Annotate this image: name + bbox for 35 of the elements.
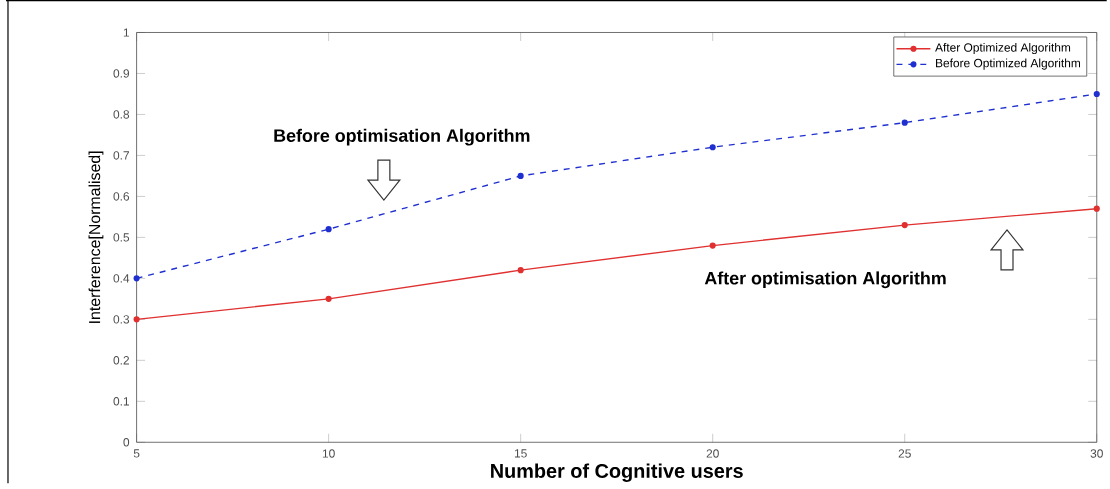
point (1093, 205, 1100, 212)
y-tick-label: 0.5 (113, 233, 130, 242)
y-tick-label: 0.2 (113, 356, 129, 365)
x-tick-label: 15 (514, 449, 527, 458)
legend-label: Before Optimized Algorithm (936, 58, 1081, 70)
point (517, 173, 524, 180)
point (133, 316, 140, 323)
y-tick-label: 0.6 (113, 192, 130, 201)
annotation: After optimisation Algorithm (704, 271, 946, 289)
point (325, 226, 332, 233)
x-tick-label: 30 (1090, 449, 1103, 458)
legend-label: After Optimized Algorithm (935, 43, 1071, 55)
point (901, 119, 908, 126)
y-tick-label: 0 (123, 438, 130, 447)
y-tick-label: 0.3 (113, 315, 130, 324)
y-tick-label: 1 (123, 28, 129, 37)
y-tick-label: 0.4 (113, 274, 130, 283)
y-tick-label: 0.9 (113, 69, 130, 78)
y-tick-label: 0.7 (113, 151, 129, 160)
y-tick-label: 0.8 (113, 110, 130, 119)
point (709, 242, 716, 249)
x-axis-title: Number of Cognitive users (491, 463, 743, 483)
point (517, 267, 524, 274)
point (901, 222, 908, 229)
point (325, 295, 332, 303)
point (1093, 91, 1100, 98)
point (709, 144, 716, 151)
x-tick-label: 25 (898, 449, 911, 458)
y-tick-label: 0.1 (113, 397, 129, 406)
y-axis-title: Interference[Normalised] (88, 151, 104, 324)
x-tick-label: 5 (133, 449, 140, 458)
x-tick-label: 10 (322, 449, 335, 458)
x-tick-label: 20 (706, 449, 719, 458)
point (133, 275, 140, 282)
annotation: Before optimisation Algorithm (274, 128, 530, 146)
